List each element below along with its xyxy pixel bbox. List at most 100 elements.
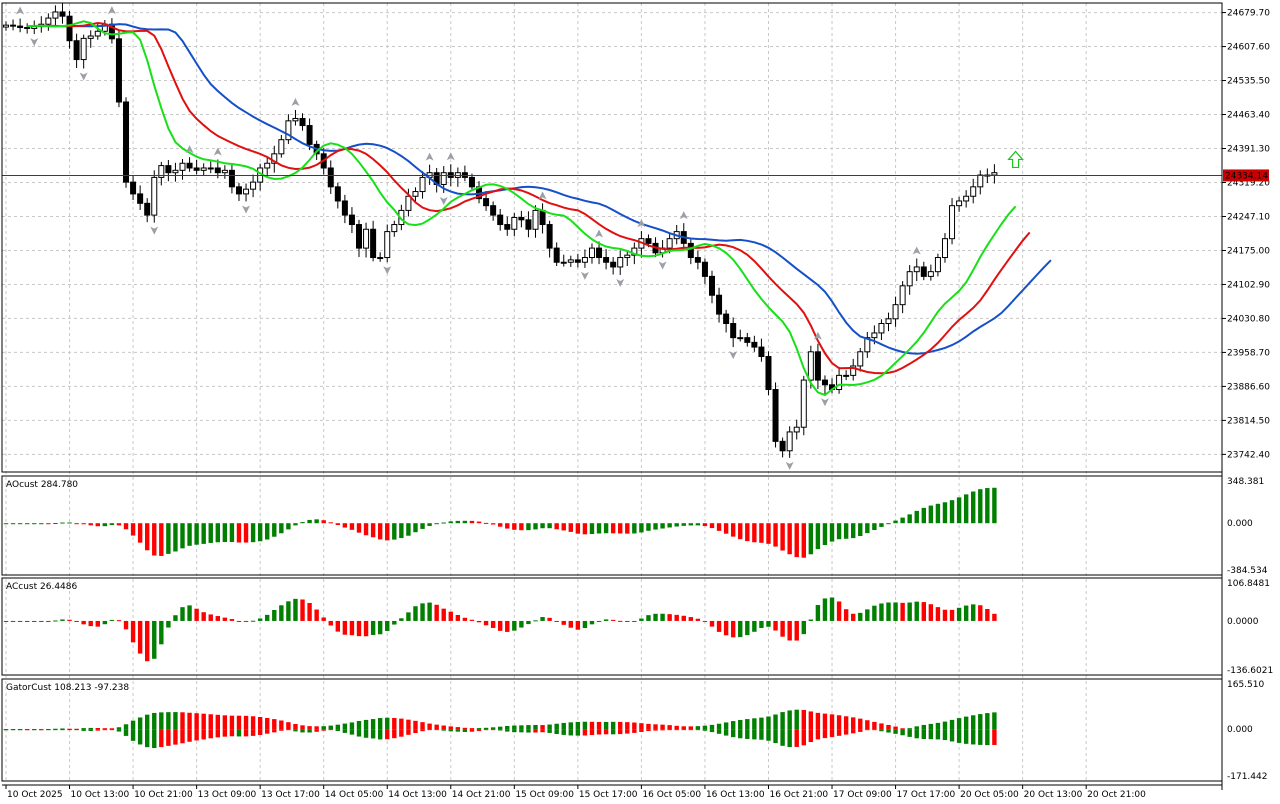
ac-histogram-bar (109, 619, 115, 621)
candle-body (299, 117, 306, 127)
candle-body (941, 238, 948, 259)
ao-histogram-bar (490, 523, 496, 525)
ac-histogram-bar (879, 603, 884, 621)
candle-body (779, 440, 786, 452)
gator-histogram-bar (547, 724, 552, 730)
ac-histogram-bar (695, 618, 701, 621)
gator-histogram-bar (872, 729, 877, 731)
gator-histogram-bar (865, 729, 870, 731)
ac-histogram-bar (441, 608, 446, 621)
ao-histogram-bar (547, 523, 552, 529)
gator-histogram-bar (152, 712, 157, 730)
ao-histogram-bar (526, 523, 531, 531)
ac-histogram-bar (865, 609, 870, 621)
ac-histogram-bar (745, 620, 750, 636)
gator-histogram-bar (949, 719, 955, 730)
ao-histogram-bar (610, 523, 616, 534)
time-tick-label: 20 Oct 21:00 (1087, 790, 1146, 800)
gator-histogram-bar (801, 729, 806, 746)
gator-histogram-bar (427, 729, 432, 731)
ao-histogram-bar (116, 523, 122, 526)
gator-histogram-bar (836, 729, 842, 736)
ao-histogram-bar (745, 523, 750, 542)
candle-body (793, 426, 800, 433)
gator-histogram-bar (603, 721, 609, 730)
gator-histogram-bar (801, 709, 806, 730)
gator-histogram-bar (935, 729, 941, 740)
gator-histogram-bar (300, 729, 305, 733)
ac-histogram-bar (60, 619, 65, 621)
ac-histogram-bar (24, 620, 30, 622)
ao-histogram-bar (907, 514, 912, 524)
gator-histogram-bar (893, 726, 898, 730)
ao-histogram-bar (427, 523, 432, 526)
candle-body (158, 165, 165, 178)
ac-histogram-bar (483, 620, 489, 626)
candle-body (165, 165, 172, 174)
ac-histogram-bar (660, 613, 665, 621)
candle-body (66, 15, 73, 42)
fractal-down-marker (150, 226, 159, 235)
ao-histogram-bar (773, 523, 778, 547)
gator-histogram-bar (716, 729, 722, 734)
ac-histogram-bar (716, 620, 722, 632)
ao-histogram-bar (829, 523, 835, 542)
fractal-up-marker (16, 6, 25, 15)
candle-body (687, 242, 694, 259)
price-tick-label: 24679.70 (1227, 9, 1270, 19)
candle-body (348, 214, 355, 226)
gator-histogram-bar (646, 723, 651, 730)
ao-histogram-bar (272, 523, 277, 537)
ac-histogram-zero-label: 0.0000 (1227, 617, 1259, 627)
gator-histogram-bar (858, 729, 863, 732)
price-tick-label: 24463.40 (1227, 111, 1270, 121)
ao-histogram-bar (53, 523, 58, 525)
gator-histogram-bar (314, 729, 319, 732)
ao-histogram-bar (180, 523, 185, 549)
ao-histogram-title: AOcust 284.780 (6, 480, 78, 490)
fractal-down-marker (580, 271, 589, 280)
candle-body (539, 209, 546, 226)
ac-histogram-bar (596, 620, 602, 622)
gator-histogram-bar (455, 729, 461, 732)
candle-body (87, 35, 94, 39)
fractal-up-marker (425, 152, 434, 161)
gator-histogram-bar (180, 712, 185, 730)
candle-body (878, 323, 885, 334)
ac-histogram-bar (342, 620, 348, 635)
ao-histogram-bar (342, 523, 348, 528)
fractal-up-marker (813, 331, 822, 340)
fractal-up-marker (912, 246, 921, 255)
gator-histogram-bar (829, 729, 835, 738)
candle-body (278, 139, 285, 155)
gator-histogram-bar (370, 719, 376, 730)
gator-histogram-bar (632, 722, 637, 730)
gator-histogram-bar (95, 728, 100, 730)
ao-histogram-bar (356, 523, 362, 533)
ao-histogram-bar (229, 523, 235, 542)
ao-histogram-bar (589, 523, 595, 535)
time-tick-label: 10 Oct 13:00 (71, 790, 130, 800)
ao-histogram-bar (441, 522, 446, 524)
time-tick-label: 16 Oct 05:00 (642, 790, 701, 800)
gator-histogram-bar (314, 726, 319, 730)
ao-histogram-bar (286, 523, 291, 530)
ao-histogram-bar (32, 523, 37, 525)
ac-histogram-bar (766, 620, 771, 627)
gator-histogram-bar (956, 729, 962, 743)
gator-histogram-bar (709, 729, 715, 733)
ao-histogram-bar (942, 502, 948, 524)
gator-histogram-bar (674, 729, 679, 731)
candle-body (772, 389, 779, 442)
gator-histogram-bar (81, 729, 86, 731)
candle-body (94, 30, 101, 37)
ao-histogram-bar (519, 523, 524, 531)
ac-histogram-bar (603, 619, 609, 621)
gator-histogram-bar (145, 729, 150, 748)
ao-histogram-bar (963, 494, 969, 524)
gator-histogram-bar (596, 721, 602, 730)
candle-body (497, 214, 504, 226)
gator-histogram-bar (349, 729, 355, 735)
ac-histogram-bar (349, 620, 355, 636)
